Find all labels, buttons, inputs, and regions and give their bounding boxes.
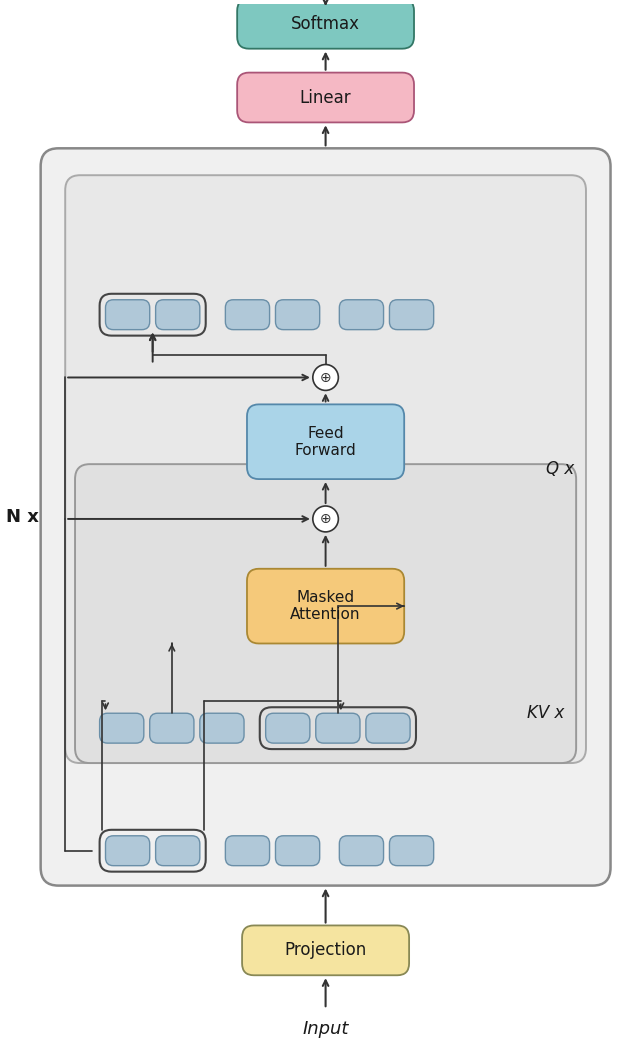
- FancyBboxPatch shape: [41, 149, 611, 886]
- FancyBboxPatch shape: [266, 713, 310, 743]
- FancyBboxPatch shape: [275, 299, 320, 330]
- FancyBboxPatch shape: [247, 404, 404, 480]
- Text: Masked
Attention: Masked Attention: [291, 589, 361, 622]
- FancyBboxPatch shape: [390, 836, 434, 866]
- Text: Q x: Q x: [546, 460, 574, 478]
- Text: Projection: Projection: [284, 941, 367, 959]
- FancyBboxPatch shape: [75, 464, 576, 763]
- FancyBboxPatch shape: [275, 836, 320, 866]
- Circle shape: [313, 506, 339, 532]
- FancyBboxPatch shape: [237, 72, 414, 122]
- FancyBboxPatch shape: [242, 926, 409, 975]
- FancyBboxPatch shape: [339, 299, 383, 330]
- FancyBboxPatch shape: [366, 713, 410, 743]
- Text: Input: Input: [303, 1020, 349, 1038]
- Text: Linear: Linear: [300, 89, 351, 107]
- FancyBboxPatch shape: [225, 299, 269, 330]
- FancyBboxPatch shape: [316, 713, 360, 743]
- Text: KV x: KV x: [527, 705, 564, 722]
- Text: Feed
Forward: Feed Forward: [294, 425, 356, 458]
- FancyBboxPatch shape: [65, 175, 586, 763]
- FancyBboxPatch shape: [100, 713, 144, 743]
- FancyBboxPatch shape: [156, 299, 200, 330]
- FancyBboxPatch shape: [237, 0, 414, 48]
- FancyBboxPatch shape: [247, 569, 404, 644]
- FancyBboxPatch shape: [150, 713, 194, 743]
- Text: $\oplus$: $\oplus$: [319, 512, 332, 526]
- FancyBboxPatch shape: [225, 836, 269, 866]
- FancyBboxPatch shape: [156, 836, 200, 866]
- FancyBboxPatch shape: [339, 836, 383, 866]
- FancyBboxPatch shape: [200, 713, 244, 743]
- FancyBboxPatch shape: [390, 299, 434, 330]
- Text: Softmax: Softmax: [291, 15, 360, 32]
- FancyBboxPatch shape: [106, 836, 150, 866]
- Text: $\oplus$: $\oplus$: [319, 371, 332, 384]
- FancyBboxPatch shape: [106, 299, 150, 330]
- Circle shape: [313, 364, 339, 391]
- Text: N x: N x: [6, 508, 38, 526]
